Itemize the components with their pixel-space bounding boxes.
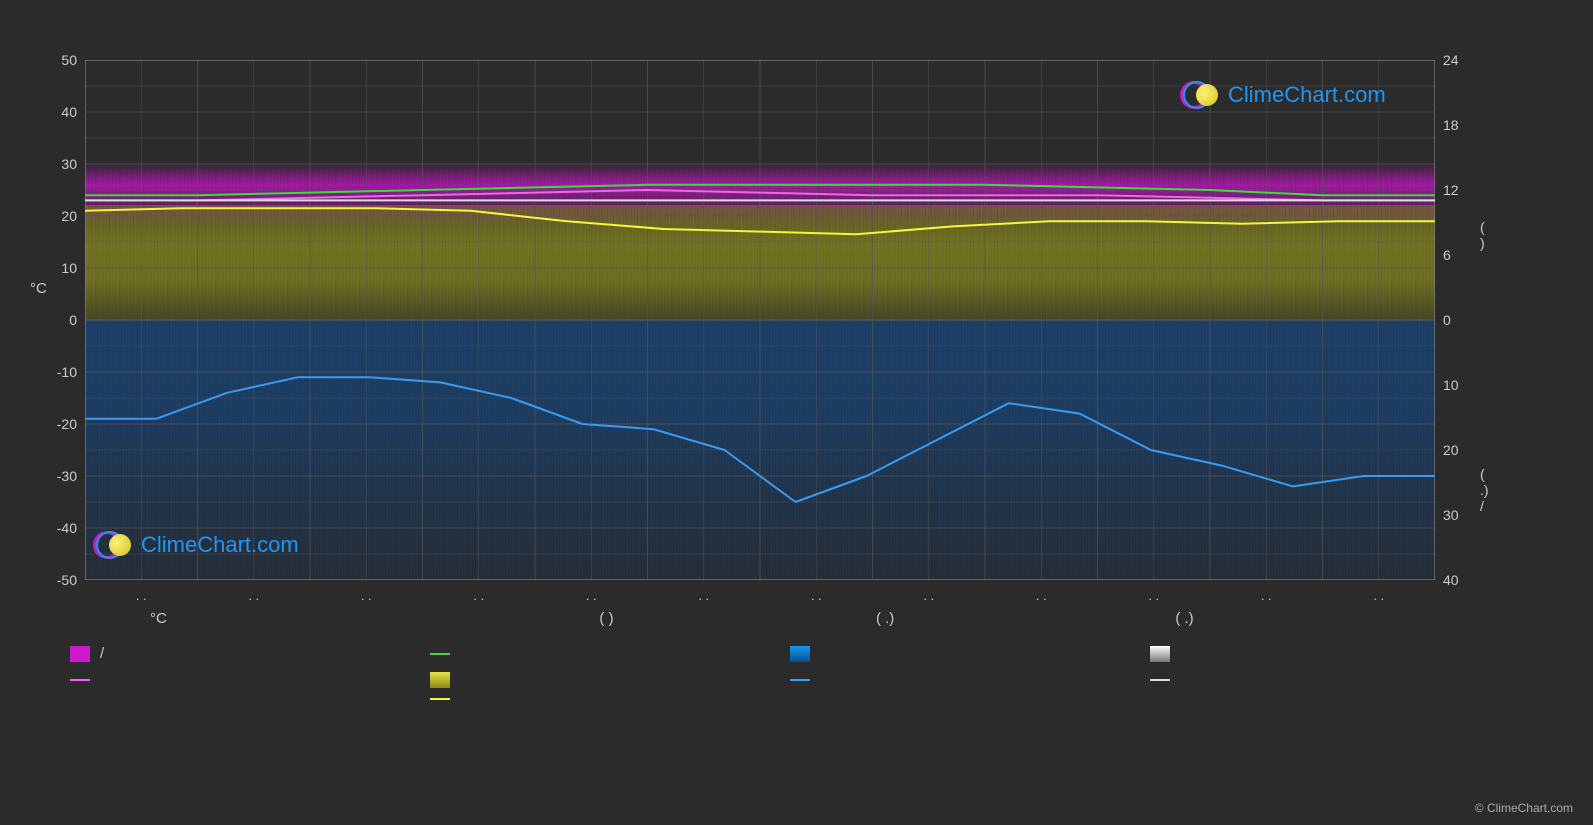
x-tick: . . (1148, 588, 1159, 603)
x-tick: . . (923, 588, 934, 603)
legend-swatch (430, 672, 450, 688)
x-tick: . . (136, 588, 147, 603)
legend-swatch-line (430, 698, 450, 700)
legend-header-3: ( .) (1155, 610, 1470, 627)
y-left-tick: -10 (57, 364, 77, 380)
legend-swatch (1150, 646, 1170, 662)
legend-item (1150, 645, 1470, 662)
x-tick: . . (586, 588, 597, 603)
legend-swatch-line (1150, 679, 1170, 681)
legend-swatch-line (790, 679, 810, 681)
x-tick: . . (361, 588, 372, 603)
y-right-axis-unit-upper: ( ) (1480, 219, 1485, 251)
watermark-text: ClimeChart.com (1228, 82, 1386, 108)
y-right-tick-lower: 20 (1443, 442, 1459, 458)
legend-header-0: °C (70, 610, 389, 627)
climechart-logo-icon (1180, 80, 1220, 110)
legend-item (430, 672, 750, 688)
y-right-tick-upper: 0 (1443, 312, 1451, 328)
y-left-tick: 30 (61, 156, 77, 172)
y-left-tick: 50 (61, 52, 77, 68)
watermark-text: ClimeChart.com (141, 532, 299, 558)
y-right-tick-lower: 10 (1443, 377, 1459, 393)
legend-item: / (70, 645, 390, 662)
y-right-tick-upper: 18 (1443, 117, 1459, 133)
legend-label: / (100, 645, 104, 662)
legend-item (1150, 698, 1470, 700)
legend-item (70, 698, 390, 700)
legend: °C ( ) ( .) ( .) / (70, 610, 1470, 710)
y-right-tick-upper: 6 (1443, 247, 1451, 263)
y-right-tick-upper: 12 (1443, 182, 1459, 198)
climechart-logo-icon (93, 530, 133, 560)
x-tick: . . (1261, 588, 1272, 603)
legend-item (430, 698, 750, 700)
y-left-tick: -30 (57, 468, 77, 484)
y-left-tick: -20 (57, 416, 77, 432)
legend-header-1: ( ) (429, 610, 756, 627)
y-left-tick: 20 (61, 208, 77, 224)
x-tick: . . (1036, 588, 1047, 603)
series-lines-svg (85, 60, 1435, 580)
y-right-tick-lower: 40 (1443, 572, 1459, 588)
y-left-tick: -40 (57, 520, 77, 536)
x-tick: . . (473, 588, 484, 603)
legend-swatch-line (430, 653, 450, 655)
y-right-axis-unit-lower: ( .) / (1480, 466, 1489, 514)
x-tick: . . (248, 588, 259, 603)
legend-item (790, 645, 1110, 662)
watermark-top-right: ClimeChart.com (1180, 80, 1386, 110)
x-tick: . . (811, 588, 822, 603)
legend-row: / (70, 645, 1470, 662)
y-left-tick: -50 (57, 572, 77, 588)
legend-headers: °C ( ) ( .) ( .) (70, 610, 1470, 627)
x-tick: . . (698, 588, 709, 603)
legend-swatch-line (70, 679, 90, 681)
legend-row (70, 698, 1470, 700)
y-axis-left-title: °C (30, 280, 47, 297)
legend-swatch (790, 646, 810, 662)
y-left-tick: 10 (61, 260, 77, 276)
legend-item (70, 672, 390, 688)
y-left-tick: 40 (61, 104, 77, 120)
legend-row (70, 672, 1470, 688)
x-tick: . . (1373, 588, 1384, 603)
legend-swatch (70, 646, 90, 662)
chart-plot-area: ClimeChart.com ClimeChart.com 5040302010… (85, 60, 1435, 580)
watermark-bottom-left: ClimeChart.com (93, 530, 299, 560)
y-right-tick-lower: 30 (1443, 507, 1459, 523)
legend-item (790, 672, 1110, 688)
legend-header-2: ( .) (796, 610, 1115, 627)
copyright-text: © ClimeChart.com (1475, 801, 1573, 815)
legend-item (790, 698, 1110, 700)
y-right-tick-upper: 24 (1443, 52, 1459, 68)
legend-item (1150, 672, 1470, 688)
y-left-tick: 0 (69, 312, 77, 328)
legend-item (430, 645, 750, 662)
